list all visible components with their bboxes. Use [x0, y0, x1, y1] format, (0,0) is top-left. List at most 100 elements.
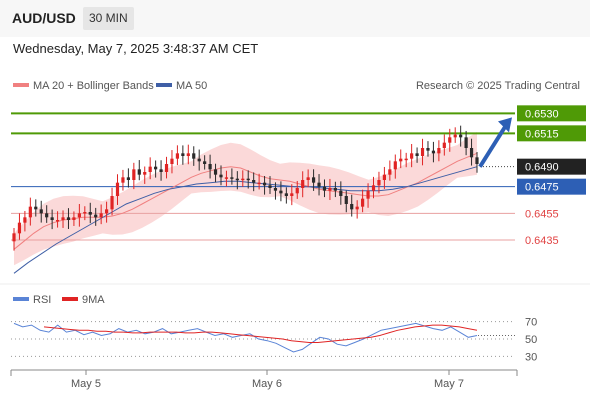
candle-body	[192, 153, 196, 159]
candle	[295, 180, 299, 199]
candle-body	[404, 158, 408, 161]
candle	[121, 169, 125, 191]
ma50-line	[13, 166, 478, 274]
candle-body	[420, 148, 425, 156]
candle	[410, 144, 414, 168]
candle	[28, 197, 32, 226]
candle-body	[175, 153, 180, 159]
candle	[170, 150, 174, 174]
candle	[50, 209, 54, 230]
candle	[77, 204, 81, 227]
candle-body	[186, 153, 190, 156]
candle-body	[121, 177, 125, 183]
price-levels	[11, 112, 515, 241]
candle	[361, 189, 365, 213]
candle	[399, 149, 403, 169]
candle	[355, 200, 359, 219]
candle-body	[224, 177, 229, 179]
candle-body	[55, 220, 60, 222]
candle-body	[143, 172, 147, 175]
candle	[99, 204, 103, 225]
candle-body	[306, 177, 310, 180]
candle	[181, 145, 185, 165]
candle	[230, 168, 234, 185]
candle-body	[132, 169, 136, 180]
candle	[72, 211, 76, 226]
candle	[137, 160, 141, 181]
candle	[94, 207, 98, 226]
candle	[55, 211, 60, 228]
candle	[431, 141, 436, 163]
candle-body	[301, 180, 305, 188]
candle-body	[252, 180, 256, 183]
candle	[61, 210, 65, 228]
candle	[268, 176, 272, 194]
rsi-legend-swatch	[13, 297, 29, 301]
timeframe-badge[interactable]: 30 MIN	[83, 7, 134, 30]
candle-body	[382, 174, 386, 180]
candle	[88, 202, 92, 224]
rsi-ma-legend-label: 9MA	[82, 294, 105, 306]
candle-body	[115, 182, 120, 196]
level-labels: 0.6530 0.6515 0.6490 0.6475 0.6455 0.6435	[517, 105, 586, 247]
level-label-0.6515: 0.6515	[525, 128, 559, 140]
level-label-0.6490: 0.6490	[525, 162, 559, 174]
candle	[164, 156, 169, 179]
candle	[339, 181, 343, 205]
candle	[148, 157, 152, 180]
candle-body	[328, 188, 332, 191]
level-label-0.6530: 0.6530	[525, 108, 559, 120]
candle	[284, 187, 288, 204]
candle-body	[83, 212, 87, 214]
candle-body	[333, 188, 337, 191]
candle-body	[469, 148, 474, 158]
rsi-ma-legend-swatch	[62, 297, 78, 301]
chart-datetime: Wednesday, May 7, 2025 3:48:37 AM CET	[13, 41, 259, 56]
candle	[311, 169, 316, 191]
candle	[475, 151, 479, 173]
candle-body	[88, 212, 92, 215]
candle	[235, 171, 239, 190]
candle	[132, 162, 136, 190]
candle-body	[426, 148, 430, 151]
candle-body	[262, 182, 267, 186]
candle	[459, 125, 463, 147]
candle	[371, 176, 376, 199]
candle-body	[12, 233, 16, 242]
candle-body	[371, 185, 376, 191]
ma50-legend-swatch	[156, 83, 172, 87]
ma20-legend-label: MA 20 + Bollinger Bands	[33, 80, 154, 92]
candle	[382, 166, 386, 189]
candle-body	[388, 169, 392, 175]
candle	[143, 166, 147, 184]
candle-body	[453, 134, 457, 138]
ma50-legend-label: MA 50	[176, 80, 207, 92]
candle-body	[284, 193, 288, 196]
candle	[17, 213, 22, 240]
candle	[262, 176, 267, 195]
candle	[426, 141, 430, 157]
rsi-ma-line	[43, 324, 478, 343]
candle-body	[50, 217, 54, 220]
candle	[175, 145, 180, 166]
candle-body	[235, 178, 239, 181]
candle-body	[344, 196, 348, 204]
level-box-0.6475	[517, 178, 586, 195]
candle-body	[279, 190, 283, 194]
candle	[34, 199, 38, 217]
candle	[241, 170, 245, 187]
candle-body	[241, 178, 245, 181]
candle	[415, 147, 419, 163]
candle-body	[126, 177, 130, 180]
rsi-tick-30: 30	[525, 351, 537, 363]
candle-body	[99, 213, 103, 218]
x-tick-label: May 5	[71, 378, 101, 390]
candle	[110, 187, 114, 216]
candle	[306, 169, 310, 188]
candle	[39, 200, 43, 223]
candle	[350, 194, 354, 217]
arrow-shaft	[478, 124, 508, 168]
level-label-0.6475: 0.6475	[525, 182, 559, 194]
candle-body	[246, 178, 250, 181]
candle-body	[28, 206, 32, 218]
